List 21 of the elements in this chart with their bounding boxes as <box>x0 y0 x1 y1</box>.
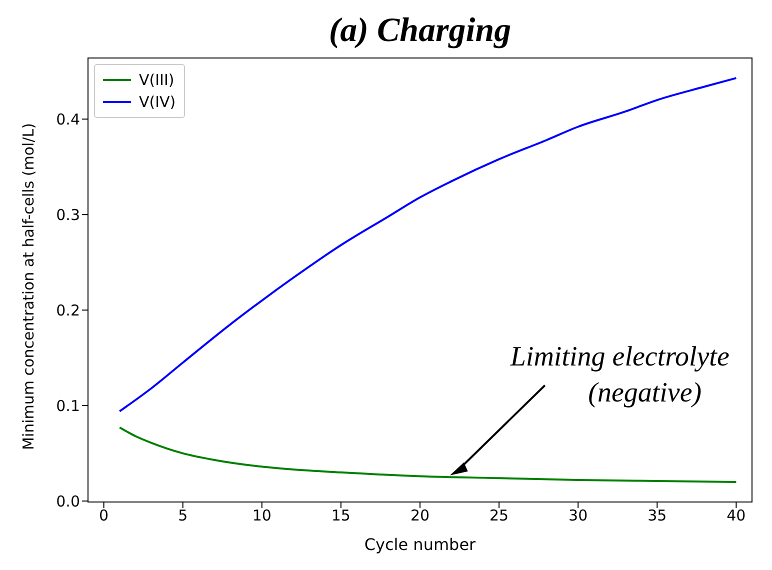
x-tick-label: 30 <box>568 506 588 525</box>
legend-label: V(IV) <box>139 92 176 113</box>
x-tick-label: 40 <box>726 506 746 525</box>
x-tick-label: 25 <box>490 506 509 525</box>
legend-label: V(III) <box>139 70 174 91</box>
y-tick-label: 0.2 <box>56 301 80 320</box>
y-tick-label: 0.3 <box>56 206 80 224</box>
x-tick-label: 10 <box>252 506 272 525</box>
y-tick-label: 0.0 <box>56 492 80 510</box>
x-tick-label: 35 <box>648 506 667 525</box>
x-axis-title: Cycle number <box>364 535 476 554</box>
chart-title: (a) Charging <box>328 12 512 50</box>
line-series <box>118 426 738 483</box>
x-tick-label: 5 <box>178 506 188 525</box>
y-tick-label: 0.1 <box>56 396 80 415</box>
y-axis-title: Minimum concentration at half-cells (mol/L) <box>19 123 38 450</box>
annotation: Limiting electrolyte (negative) <box>509 341 730 408</box>
x-tick-label: 20 <box>410 506 430 525</box>
x-tick-label: 0 <box>99 506 109 525</box>
x-tick-label: 15 <box>331 506 350 525</box>
y-tick-label: 0.4 <box>56 110 80 128</box>
